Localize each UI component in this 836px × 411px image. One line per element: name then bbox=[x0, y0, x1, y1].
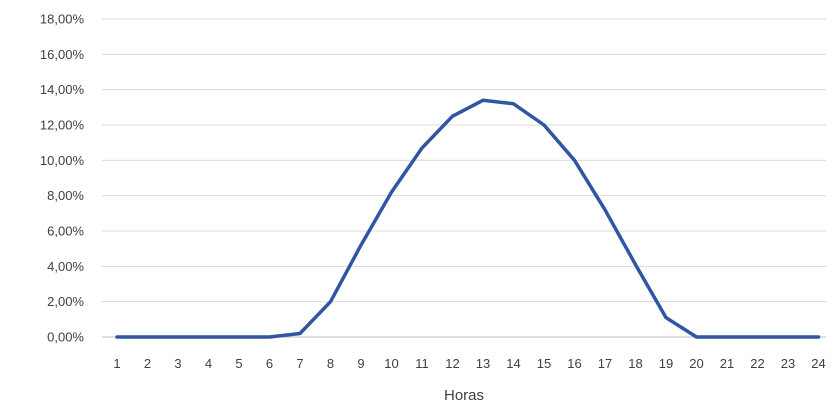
x-tick-label: 5 bbox=[235, 356, 242, 371]
series-group bbox=[115, 98, 821, 339]
x-tick-label: 12 bbox=[445, 356, 459, 371]
x-tick-label: 14 bbox=[506, 356, 520, 371]
x-tick-label: 23 bbox=[781, 356, 795, 371]
x-tick-label: 11 bbox=[415, 356, 429, 371]
x-tick-label: 6 bbox=[266, 356, 273, 371]
x-tick-label: 22 bbox=[750, 356, 764, 371]
x-tick-label: 3 bbox=[174, 356, 181, 371]
y-tick-label: 0,00% bbox=[47, 330, 84, 345]
x-tick-label: 9 bbox=[357, 356, 364, 371]
y-tick-label: 8,00% bbox=[47, 188, 84, 203]
x-tick-label: 4 bbox=[205, 356, 212, 371]
y-tick-label: 12,00% bbox=[40, 118, 85, 133]
y-tick-label: 14,00% bbox=[40, 82, 85, 97]
x-tick-label: 18 bbox=[628, 356, 642, 371]
x-tick-label: 8 bbox=[327, 356, 334, 371]
x-tick-label: 19 bbox=[659, 356, 673, 371]
x-tick-label: 16 bbox=[567, 356, 581, 371]
x-tick-label: 21 bbox=[720, 356, 734, 371]
gridlines bbox=[102, 18, 826, 303]
y-tick-label: 18,00% bbox=[40, 12, 85, 27]
series-line bbox=[115, 98, 821, 339]
y-tick-label: 2,00% bbox=[47, 294, 84, 309]
x-tick-label: 20 bbox=[689, 356, 703, 371]
y-axis-tick-labels: 0,00% 2,00% 4,00% 6,00% 8,00% 10,00% 12,00% 14,… bbox=[40, 12, 85, 345]
x-tick-label: 7 bbox=[296, 356, 303, 371]
x-tick-label: 2 bbox=[144, 356, 151, 371]
x-tick-label: 24 bbox=[811, 356, 825, 371]
y-tick-label: 6,00% bbox=[47, 224, 84, 239]
x-tick-label: 17 bbox=[598, 356, 612, 371]
x-axis-tick-labels: 1 2 3 4 5 6 7 8 9 10 11 12 13 14 15 16 17 18 19 20 21 22 23 24 bbox=[113, 356, 825, 371]
x-tick-label: 15 bbox=[537, 356, 551, 371]
y-tick-label: 16,00% bbox=[40, 47, 85, 62]
y-tick-label: 4,00% bbox=[47, 259, 84, 274]
y-tick-label: 10,00% bbox=[40, 153, 85, 168]
x-tick-label: 13 bbox=[476, 356, 490, 371]
x-tick-label: 10 bbox=[384, 356, 398, 371]
x-tick-label: 1 bbox=[113, 356, 120, 371]
x-axis-title: Horas bbox=[444, 387, 484, 404]
